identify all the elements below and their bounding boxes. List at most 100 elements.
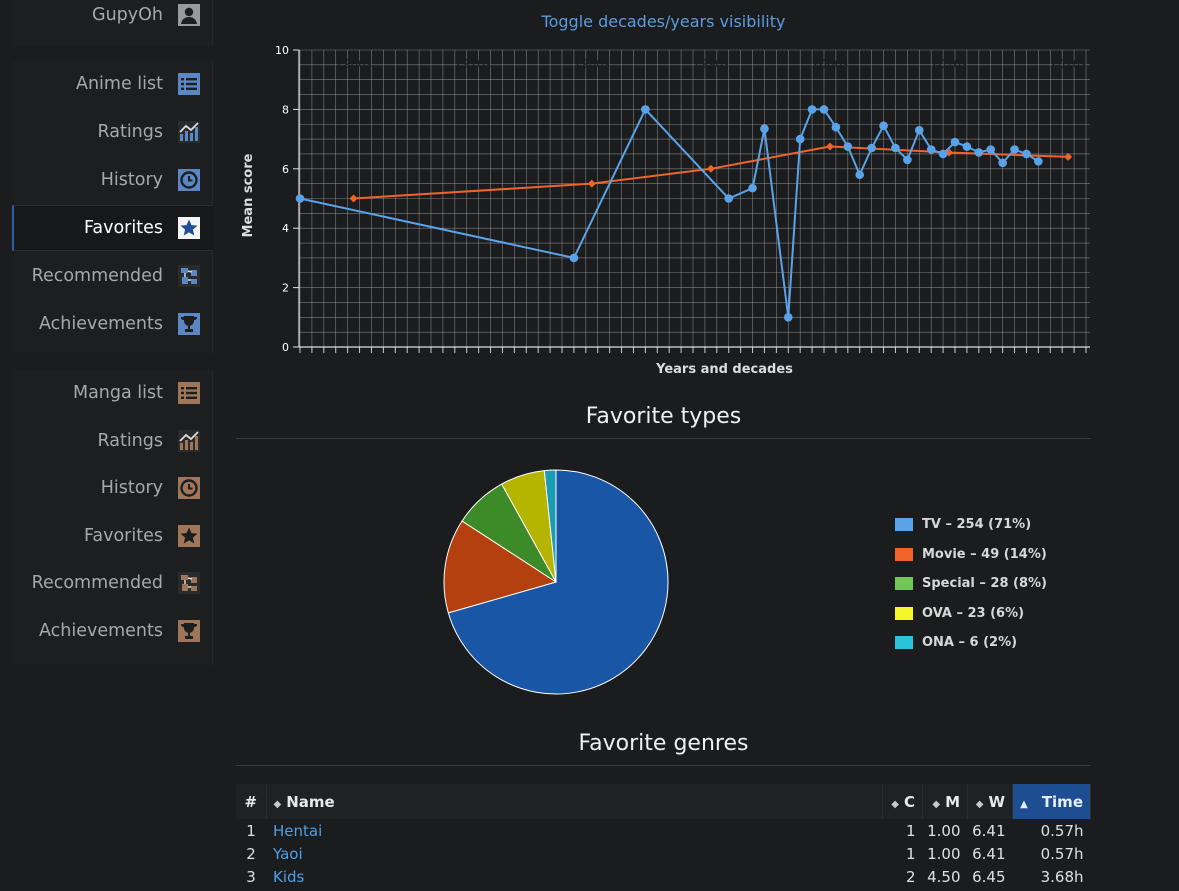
legend-item-movie[interactable]: Movie – 49 (14%): [895, 540, 1047, 570]
x-axis-label: Years and decades: [655, 362, 793, 377]
sidebar-item-label: Achievements: [38, 314, 163, 334]
time-cell: 0.57h: [1040, 844, 1084, 863]
data-point-decade: [706, 164, 715, 173]
data-point-year: [1010, 145, 1019, 154]
sidebar-item-label: Ratings: [97, 122, 163, 142]
data-point-year: [1034, 157, 1043, 166]
pie-slice-movie[interactable]: [443, 520, 558, 614]
sort-icon: ◆: [273, 798, 282, 810]
data-point-year: [986, 145, 996, 154]
sidebar-user-block: GupyOh: [12, 0, 213, 46]
col-header-num[interactable]: #: [236, 784, 267, 819]
sidebar-item-label: Achievements: [38, 620, 163, 641]
sidebar-item-manga-favorites[interactable]: Favorites: [12, 513, 213, 559]
sort-icon: ◆: [891, 798, 899, 810]
sidebar-item-manga-history[interactable]: History: [12, 465, 213, 511]
genre-cell: Yaoi: [266, 842, 883, 865]
legend-swatch: [895, 636, 913, 650]
legend-item-ova[interactable]: OVA – 23 (6%): [895, 599, 1047, 629]
time-cell: 3.68h: [1040, 867, 1084, 886]
row-number: 2: [246, 844, 256, 863]
row-number: 1: [246, 821, 256, 840]
data-point-year: [831, 122, 841, 132]
sort-asc-icon: ▲: [1020, 798, 1028, 810]
data-point-year: [724, 194, 734, 203]
y-tick-label: 10: [275, 44, 289, 57]
star-icon: [177, 216, 201, 240]
sidebar-anime-block: Anime list Ratings History Favorites Recomme…: [12, 61, 213, 353]
genre-link[interactable]: Hentai: [273, 821, 323, 840]
genre-link[interactable]: Kids: [273, 867, 305, 886]
y-tick-label: 2: [282, 282, 289, 295]
sidebar-item-anime-history[interactable]: History: [12, 157, 213, 203]
series-line-decades: [353, 145, 1069, 200]
sidebar-item-user[interactable]: GupyOh: [12, 0, 213, 38]
col-header-name[interactable]: ◆ Name: [266, 784, 883, 819]
sidebar-item-label: Recommended: [31, 573, 163, 593]
legend-item-special[interactable]: Special – 28 (8%): [895, 569, 1047, 599]
pie-slice-tv[interactable]: [447, 469, 669, 695]
mean-cell: 1.00: [927, 821, 961, 840]
legend-label: Movie – 49 (14%): [922, 546, 1047, 562]
sidebar-item-anime-recommended[interactable]: Recommended: [12, 253, 213, 299]
y-axis-label: Mean score: [241, 153, 256, 237]
weighted-cell: 6.41: [972, 844, 1006, 863]
count-cell: 2: [905, 867, 916, 886]
data-point-decade: [1064, 152, 1073, 161]
data-point-year: [748, 183, 757, 193]
sidebar-item-anime-anime-list[interactable]: Anime list: [12, 61, 213, 107]
sidebar-item-manga-ratings[interactable]: Ratings: [12, 418, 213, 464]
y-tick-label: 4: [282, 222, 289, 235]
legend-swatch: [895, 547, 913, 561]
toggle-decades-years-link[interactable]: Toggle decades/years visibility: [541, 12, 786, 31]
star-icon: [177, 524, 201, 548]
table-row: 1 Hentai 1 1.00 6.41 0.57h: [236, 819, 1091, 842]
weighted-cell: 6.45: [972, 867, 1006, 886]
sidebar-item-label: Ratings: [97, 430, 163, 451]
col-header-c[interactable]: ◆ C: [882, 784, 923, 819]
sidebar-item-manga-manga-list[interactable]: Manga list: [12, 370, 213, 416]
data-point-year: [950, 137, 960, 147]
table-header-row: # ◆ Name ◆ C ◆ M ◆ W ▲ Time: [236, 784, 1091, 819]
count-cell: 1: [905, 821, 916, 840]
decade-label: 1970s: [454, 57, 491, 71]
col-header-time[interactable]: ▲ Time: [1012, 784, 1091, 819]
genre-link[interactable]: Yaoi: [273, 844, 303, 863]
data-point-year: [819, 105, 829, 114]
decade-label: 1960s: [335, 57, 372, 71]
main-content: Toggle decades/years visibility 0 2 4 6 8 10 1…: [236, 0, 1091, 891]
col-header-w[interactable]: ◆ W: [967, 784, 1013, 819]
sidebar-item-label: GupyOh: [92, 5, 163, 25]
pie-slice-ona[interactable]: [543, 469, 557, 583]
list-icon: [177, 381, 201, 405]
data-point-decade: [349, 194, 358, 203]
favorite-types-pie: [443, 469, 669, 695]
weighted-cell: 6.41: [972, 821, 1006, 840]
data-point-year: [843, 142, 853, 151]
history-clock-icon: [177, 476, 201, 500]
genre-cell: Kids: [266, 865, 883, 888]
sidebar-item-manga-achievements[interactable]: Achievements: [12, 608, 213, 654]
sort-icon: ◆: [975, 798, 984, 810]
user-icon: [177, 3, 201, 27]
sidebar-item-label: Manga list: [72, 383, 163, 403]
sidebar-item-anime-favorites[interactable]: Favorites: [12, 205, 213, 251]
sidebar-item-manga-recommended[interactable]: Recommended: [12, 560, 213, 606]
legend-label: TV – 254 (71%): [922, 517, 1032, 533]
sidebar-item-anime-ratings[interactable]: Ratings: [12, 109, 213, 155]
row-number: 3: [246, 867, 256, 886]
legend-item-ona[interactable]: ONA – 6 (2%): [895, 628, 1047, 658]
legend-label: OVA – 23 (6%): [922, 605, 1025, 621]
legend-item-tv[interactable]: TV – 254 (71%): [895, 510, 1047, 540]
ratings-chart-icon: [177, 429, 201, 453]
data-point-year: [974, 148, 984, 157]
data-point-year: [795, 134, 805, 144]
sidebar-item-anime-achievements[interactable]: Achievements: [12, 301, 213, 347]
data-point-year: [926, 145, 936, 154]
legend-swatch: [895, 606, 913, 620]
col-header-m[interactable]: ◆ M: [922, 784, 968, 819]
data-point-year: [760, 124, 769, 134]
data-point-year: [903, 155, 912, 165]
trophy-icon: [177, 619, 201, 643]
sidebar-item-label: History: [100, 478, 163, 498]
